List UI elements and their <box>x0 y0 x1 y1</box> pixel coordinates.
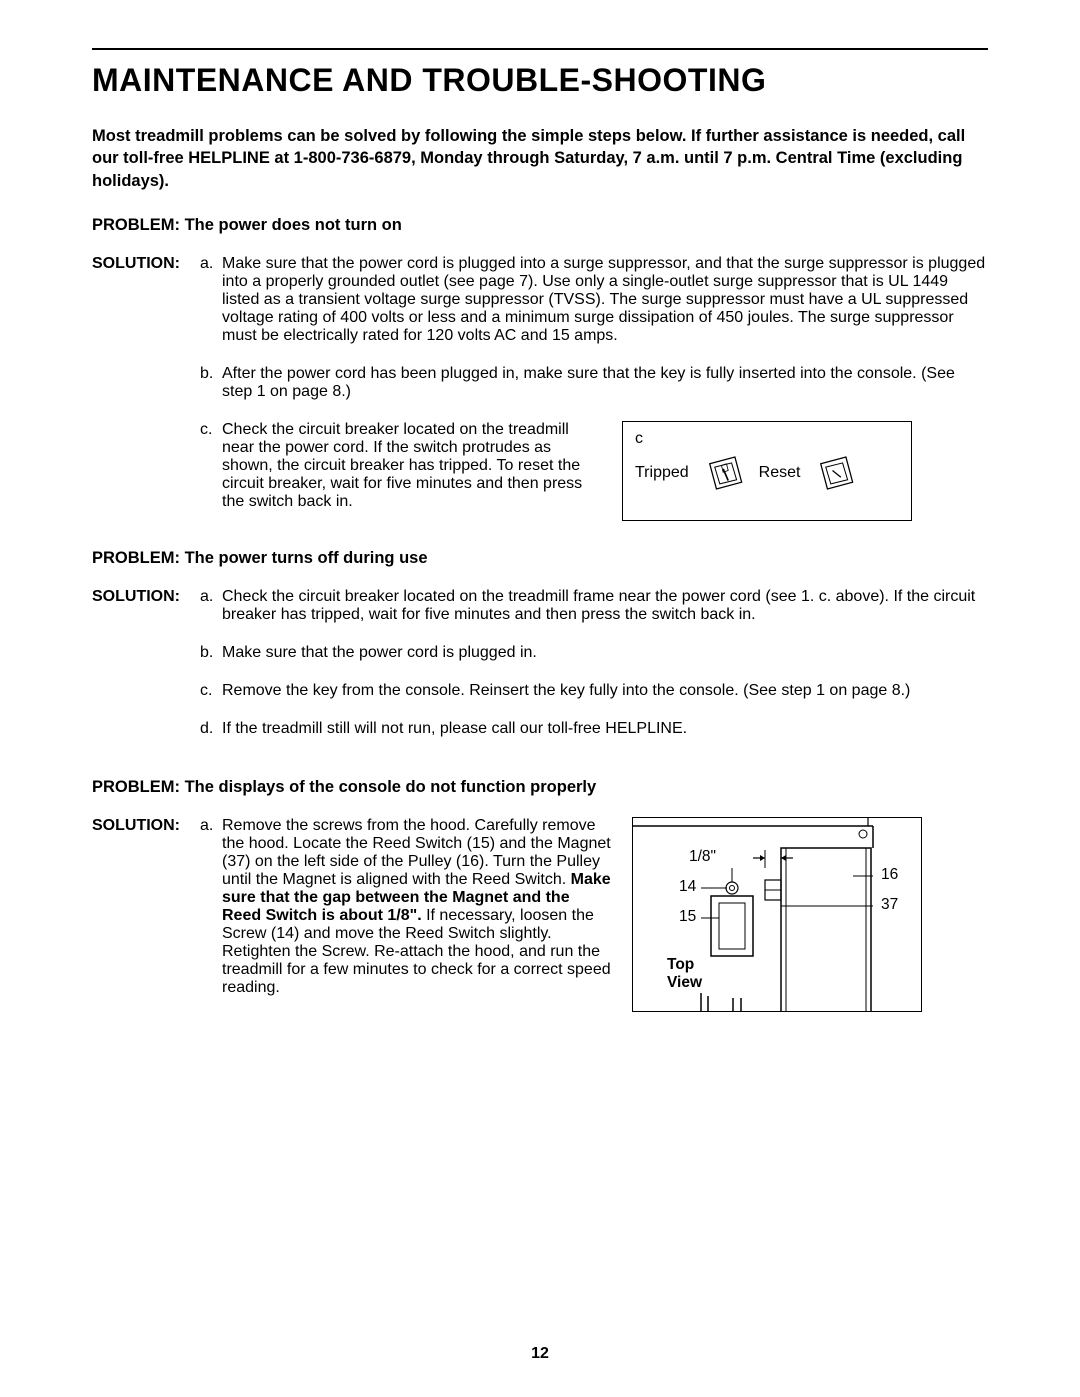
solution-list: a. Check the circuit breaker located on … <box>200 588 988 758</box>
item-text: Remove the screws from the hood. Careful… <box>222 817 612 997</box>
label-14: 14 <box>679 878 696 896</box>
solution-item: a. Remove the screws from the hood. Care… <box>200 817 988 1012</box>
view-label: Top View <box>667 956 702 992</box>
item-letter: a. <box>200 255 222 345</box>
item-letter: a. <box>200 817 222 1012</box>
figure-reed-switch: 1/8" 14 15 16 37 Top View <box>632 817 922 1012</box>
item-text: If the treadmill still will not run, ple… <box>222 720 988 738</box>
solution-1: SOLUTION: a. Make sure that the power co… <box>92 255 988 521</box>
item-text: Make sure that the power cord is plugged… <box>222 644 988 662</box>
reset-switch-icon <box>814 452 856 494</box>
tripped-switch-icon <box>703 452 745 494</box>
label-37: 37 <box>881 896 898 914</box>
gap-label: 1/8" <box>689 848 716 866</box>
solution-item: a. Check the circuit breaker located on … <box>200 588 988 624</box>
item-text: After the power cord has been plugged in… <box>222 365 988 401</box>
problem-1-title: PROBLEM: The power does not turn on <box>92 216 988 235</box>
tripped-label: Tripped <box>635 464 689 482</box>
solution-label: SOLUTION: <box>92 817 200 1012</box>
label-16: 16 <box>881 866 898 884</box>
item-letter: a. <box>200 588 222 624</box>
solution-list: a. Make sure that the power cord is plug… <box>200 255 988 521</box>
item-letter: b. <box>200 644 222 662</box>
page-title: MAINTENANCE AND TROUBLE-SHOOTING <box>92 62 988 99</box>
solution-item: d. If the treadmill still will not run, … <box>200 720 988 738</box>
solution-item: c. Check the circuit breaker located on … <box>200 421 988 521</box>
item-letter: d. <box>200 720 222 738</box>
page-number: 12 <box>0 1345 1080 1363</box>
figure-circuit-breaker: c Tripped Reset <box>622 421 912 521</box>
solution-item: c. Remove the key from the console. Rein… <box>200 682 988 700</box>
item-text: Check the circuit breaker located on the… <box>222 588 988 624</box>
item-text: Check the circuit breaker located on the… <box>222 421 602 511</box>
horizontal-rule <box>92 48 988 50</box>
solution-3: SOLUTION: a. Remove the screws from the … <box>92 817 988 1012</box>
item-letter: c. <box>200 682 222 700</box>
figure-letter: c <box>635 430 899 448</box>
solution-label: SOLUTION: <box>92 588 200 758</box>
label-15: 15 <box>679 908 696 926</box>
problem-3-title: PROBLEM: The displays of the console do … <box>92 778 988 797</box>
item-letter: b. <box>200 365 222 401</box>
item-text: Remove the key from the console. Reinser… <box>222 682 988 700</box>
solution-list: a. Remove the screws from the hood. Care… <box>200 817 988 1012</box>
document-page: MAINTENANCE AND TROUBLE-SHOOTING Most tr… <box>0 0 1080 1397</box>
solution-2: SOLUTION: a. Check the circuit breaker l… <box>92 588 988 758</box>
solution-item: a. Make sure that the power cord is plug… <box>200 255 988 345</box>
reset-label: Reset <box>759 464 801 482</box>
solution-item: b. After the power cord has been plugged… <box>200 365 988 401</box>
item-letter: c. <box>200 421 222 521</box>
intro-text: Most treadmill problems can be solved by… <box>92 125 988 192</box>
item-text: Make sure that the power cord is plugged… <box>222 255 988 345</box>
solution-item: b. Make sure that the power cord is plug… <box>200 644 988 662</box>
problem-2-title: PROBLEM: The power turns off during use <box>92 549 988 568</box>
text-pre: Remove the screws from the hood. Careful… <box>222 817 611 888</box>
solution-label: SOLUTION: <box>92 255 200 521</box>
